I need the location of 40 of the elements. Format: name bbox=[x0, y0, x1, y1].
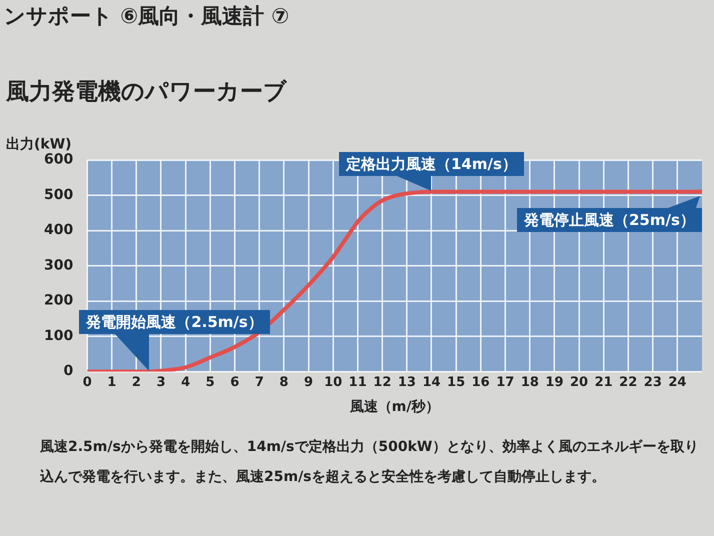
annotation: 発電停止風速（25m/s） bbox=[517, 208, 702, 232]
x-tick-label: 5 bbox=[206, 374, 215, 390]
x-tick-label: 3 bbox=[156, 374, 166, 390]
x-tick-label: 12 bbox=[373, 374, 392, 390]
x-tick-label: 11 bbox=[348, 374, 367, 390]
x-tick-label: 6 bbox=[230, 374, 240, 390]
x-tick-label: 9 bbox=[304, 374, 314, 390]
x-tick-label: 24 bbox=[668, 374, 686, 390]
annotation: 定格出力風速（14m/s） bbox=[338, 152, 524, 176]
y-tick-label: 200 bbox=[44, 292, 74, 309]
x-tick-label: 13 bbox=[398, 374, 416, 390]
y-tick-label: 500 bbox=[44, 186, 74, 203]
y-axis-title: 出力(kW) bbox=[6, 136, 72, 153]
x-tick-label: 7 bbox=[254, 374, 264, 390]
y-tick-label: 100 bbox=[44, 328, 74, 344]
y-tick-label: 300 bbox=[44, 257, 74, 274]
chart-title: 風力発電機のパワーカーブ bbox=[6, 78, 287, 107]
x-tick-label: 0 bbox=[82, 374, 92, 390]
x-tick-label: 19 bbox=[545, 374, 564, 390]
x-tick-label: 18 bbox=[520, 374, 539, 390]
text: 風速2.5m/sから発電を開始し、14m/sで定格出力（500kW）となり、効率よく風のエネルギーを取り込んで発電を行います。また、風速25m/sを超えると安全性を考慮して自動停止します。 bbox=[40, 438, 700, 487]
text: ンサポート ⑥風向・風速計 ⑦ bbox=[4, 3, 290, 30]
x-tick-label: 23 bbox=[644, 374, 662, 390]
x-tick-label: 21 bbox=[594, 374, 613, 390]
x-tick-label: 15 bbox=[447, 374, 466, 390]
x-tick-label: 16 bbox=[472, 374, 490, 390]
y-tick-label: 600 bbox=[44, 152, 74, 168]
x-tick-label: 10 bbox=[324, 374, 342, 390]
x-tick-label: 14 bbox=[422, 374, 441, 390]
x-tick-label: 22 bbox=[619, 374, 638, 390]
x-tick-label: 17 bbox=[496, 374, 514, 390]
y-tick-label: 0 bbox=[63, 363, 74, 380]
x-tick-label: 20 bbox=[570, 374, 588, 390]
x-tick-label: 8 bbox=[279, 374, 288, 390]
x-tick-label: 4 bbox=[181, 374, 190, 390]
x-tick-label: 1 bbox=[107, 374, 116, 390]
annotation: 発電開始風速（2.5m/s） bbox=[79, 310, 270, 334]
y-tick-label: 400 bbox=[44, 222, 74, 238]
x-tick-label: 2 bbox=[132, 374, 141, 390]
x-axis-title: 風速（m/秒） bbox=[348, 399, 440, 416]
